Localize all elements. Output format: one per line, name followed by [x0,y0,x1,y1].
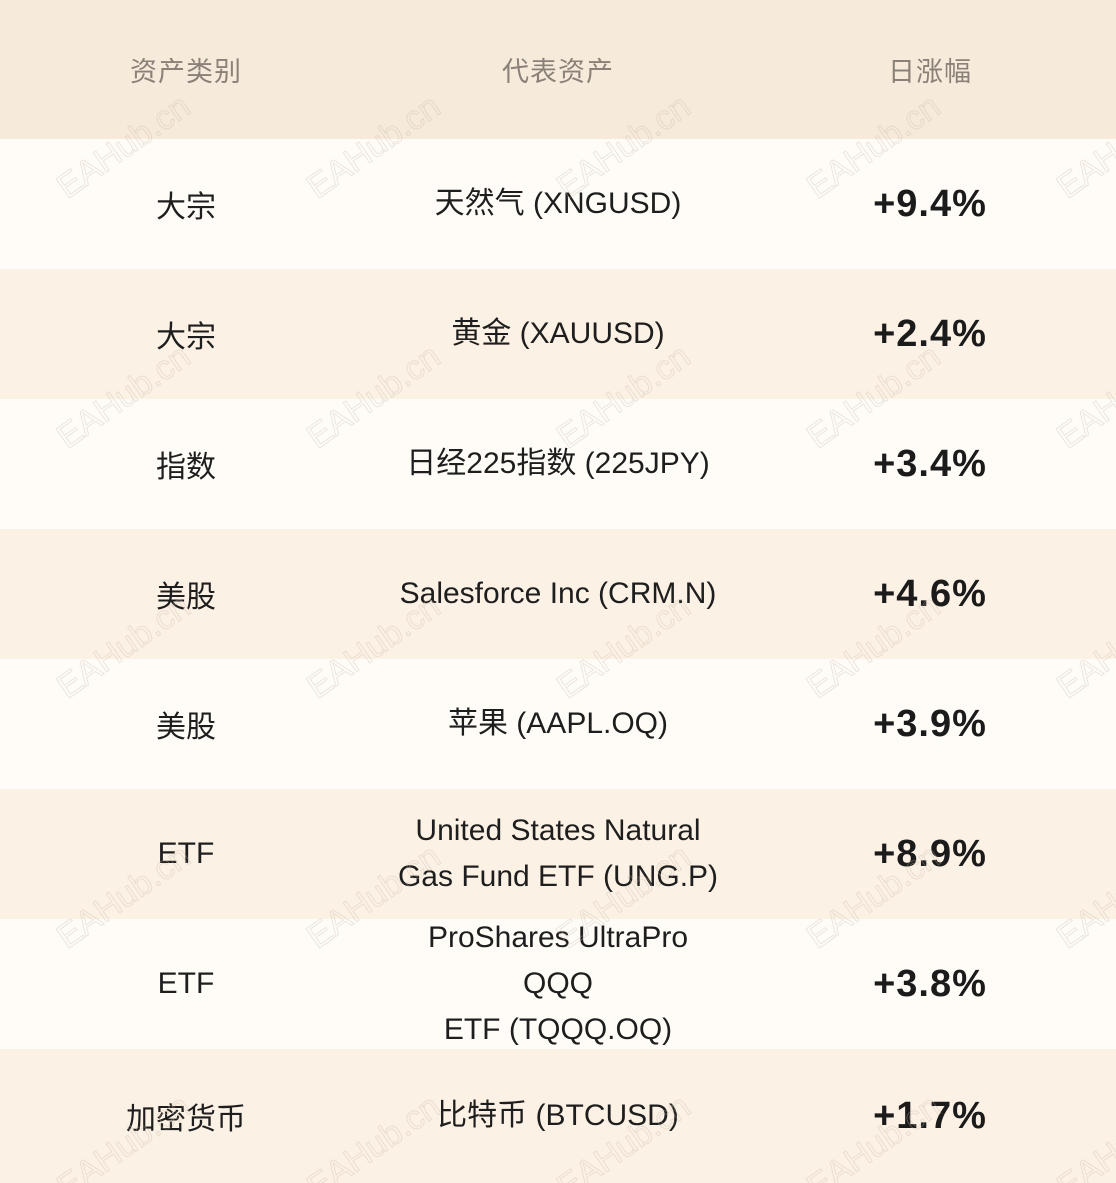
table-row: 美股 苹果 (AAPL.OQ) +3.9% [0,659,1116,790]
asset-cell: 比特币 (BTCUSD) [372,1049,744,1183]
table-row: 大宗 天然气 (XNGUSD) +9.4% [0,139,1116,270]
asset-cell: 苹果 (AAPL.OQ) [372,659,744,789]
asset-name-line1: United States Natural [415,814,701,847]
category-cell: ETF [157,967,215,1000]
asset-name: 天然气 (XNGUSD) [434,187,682,220]
asset-name: 黄金 (XAUUSD) [451,317,665,350]
header-change: 日涨幅 [888,57,972,87]
table-row: ETF United States Natural Gas Fund ETF (… [0,789,1116,920]
table-row: 大宗 黄金 (XAUUSD) +2.4% [0,269,1116,400]
table-row: 加密货币 比特币 (BTCUSD) +1.7% [0,1049,1116,1183]
category-cell: 指数 [156,451,216,484]
asset-name-line2: Gas Fund ETF (UNG.P) [397,860,719,893]
asset-cell: 日经225指数 (225JPY) [372,399,744,529]
header-category: 资产类别 [130,57,242,87]
asset-name-line2: ETF (TQQQ.OQ) [443,1013,673,1046]
category-cell: 美股 [156,711,216,744]
asset-cell: 天然气 (XNGUSD) [372,139,744,269]
table-header: 资产类别 代表资产 日涨幅 [0,0,1116,140]
category-cell: ETF [157,837,215,870]
category-cell: 大宗 [156,321,216,354]
header-asset: 代表资产 [502,57,614,87]
asset-cell: ProShares UltraPro QQQ ETF (TQQQ.OQ) [372,919,744,1049]
asset-name: 比特币 (BTCUSD) [437,1099,679,1132]
asset-cell: Salesforce Inc (CRM.N) [372,529,744,659]
table-row: ETF ProShares UltraPro QQQ ETF (TQQQ.OQ)… [0,919,1116,1050]
change-cell: +3.9% [873,702,987,745]
change-cell: +8.9% [873,832,987,875]
change-cell: +2.4% [873,312,987,355]
category-cell: 加密货币 [126,1103,246,1136]
category-cell: 美股 [156,581,216,614]
asset-name: 苹果 (AAPL.OQ) [447,707,669,740]
asset-name: Salesforce Inc (CRM.N) [399,577,717,610]
change-cell: +3.8% [873,962,987,1005]
category-cell: 大宗 [156,191,216,224]
asset-name-line1: ProShares UltraPro QQQ [427,921,689,1000]
asset-name: 日经225指数 (225JPY) [406,447,710,480]
change-cell: +1.7% [873,1094,987,1137]
table-row: 指数 日经225指数 (225JPY) +3.4% [0,399,1116,530]
change-cell: +3.4% [873,442,987,485]
asset-cell: United States Natural Gas Fund ETF (UNG.… [372,789,744,919]
change-cell: +4.6% [873,572,987,615]
table-row: 美股 Salesforce Inc (CRM.N) +4.6% [0,529,1116,660]
change-cell: +9.4% [873,182,987,225]
asset-cell: 黄金 (XAUUSD) [372,269,744,399]
